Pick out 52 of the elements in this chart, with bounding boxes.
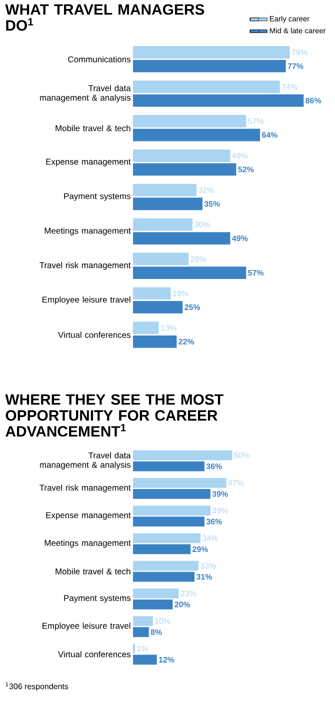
bar <box>133 287 171 300</box>
bar <box>133 218 193 231</box>
y-tick-label: Travel data management & analysis <box>40 84 131 102</box>
y-tick-label: Virtual conferences <box>58 651 130 658</box>
bar <box>133 516 204 527</box>
bar <box>133 627 149 638</box>
y-tick-label: Payment systems <box>64 193 130 201</box>
bar <box>133 198 202 210</box>
y-tick-label: Meetings management <box>44 540 131 548</box>
bar <box>133 184 197 196</box>
y-tick-label: Payment systems <box>64 595 130 603</box>
bar <box>133 654 157 665</box>
y-tick-label: Communications <box>68 56 130 62</box>
y-tick-label: Travel risk management <box>40 484 131 492</box>
y-tick-label: Mobile travel & tech <box>56 568 130 574</box>
bar <box>133 266 246 279</box>
bar <box>133 616 153 626</box>
bar <box>133 450 232 460</box>
bar <box>133 149 230 162</box>
bar <box>133 488 210 499</box>
bar <box>133 232 230 245</box>
y-tick-label: Expense management <box>46 512 131 520</box>
bar <box>133 128 260 142</box>
y-tick-label: Expense management <box>46 158 131 166</box>
y-tick-label: Mobile travel & tech <box>56 124 130 132</box>
chart-title: WHERE THEY SEE THE MOST OPPORTUNITY FOR CAREER ADVANCEMENT$^{1}$ <box>5 394 224 437</box>
bar <box>133 506 210 516</box>
bar <box>133 335 177 348</box>
bar <box>133 322 159 334</box>
bar <box>133 588 179 598</box>
bar <box>133 46 290 59</box>
chart-title: WHAT TRAVEL MANAGERS DO$^{1}$ <box>5 4 204 31</box>
bar <box>133 478 226 488</box>
bar <box>133 533 200 544</box>
bar <box>133 60 286 72</box>
bar <box>133 163 236 176</box>
y-tick-label: Employee leisure travel <box>42 296 130 304</box>
y-tick-label: Virtual conferences <box>58 332 130 338</box>
bar <box>133 572 195 582</box>
bar <box>133 252 189 266</box>
bar <box>133 94 304 107</box>
bar <box>133 599 173 610</box>
y-tick-label: Travel risk management <box>40 262 131 270</box>
y-tick-label: Travel data management & analysis <box>40 452 131 470</box>
bar <box>133 115 246 128</box>
bar <box>133 80 280 93</box>
y-tick-label: Employee leisure travel <box>42 622 130 630</box>
bar <box>133 301 183 314</box>
y-tick-label: Meetings management <box>44 227 131 236</box>
bar <box>133 544 191 554</box>
bar <box>133 461 204 472</box>
bar <box>133 560 198 571</box>
